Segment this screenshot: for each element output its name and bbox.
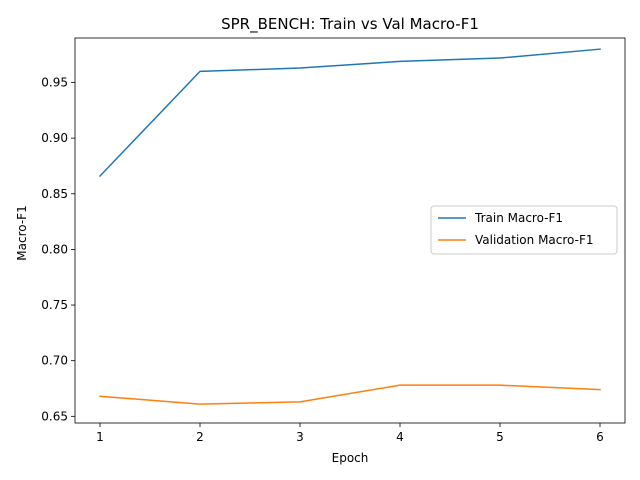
x-tick-label: 4 <box>396 430 404 444</box>
plot-frame <box>74 37 626 424</box>
y-tick-label: 0.85 <box>41 187 68 201</box>
legend-entry-1: Validation Macro-F1 <box>475 233 593 247</box>
x-axis-ticks: 1 2 3 4 5 6 <box>96 423 604 444</box>
x-axis-label: Epoch <box>332 451 369 465</box>
y-tick-label: 0.70 <box>41 354 68 368</box>
y-tick-label: 0.65 <box>41 409 68 423</box>
y-axis-ticks: 0.65 0.70 0.75 0.80 0.85 0.90 0.95 <box>41 76 75 423</box>
x-tick-label: 6 <box>596 430 604 444</box>
legend: Train Macro-F1 Validation Macro-F1 <box>430 205 618 255</box>
series-line-1 <box>99 384 601 405</box>
series-line-0 <box>98 48 601 178</box>
x-tick-label: 3 <box>296 430 304 444</box>
y-tick-label: 0.80 <box>41 242 68 256</box>
y-tick-label: 0.95 <box>41 76 68 90</box>
series-lines <box>98 48 601 405</box>
x-tick-label: 2 <box>196 430 204 444</box>
y-tick-label: 0.75 <box>41 298 68 312</box>
plot-area: 1 2 3 4 5 6 0.65 0.70 0.75 0.80 0.85 0.90 0.95 <box>41 37 626 444</box>
x-tick-label: 1 <box>96 430 104 444</box>
legend-box <box>430 205 618 255</box>
x-tick-label: 5 <box>496 430 504 444</box>
chart-title: SPR_BENCH: Train vs Val Macro-F1 <box>221 15 479 34</box>
y-axis-label: Macro-F1 <box>15 205 29 260</box>
y-tick-label: 0.90 <box>41 131 68 145</box>
legend-entry-0: Train Macro-F1 <box>474 211 563 225</box>
